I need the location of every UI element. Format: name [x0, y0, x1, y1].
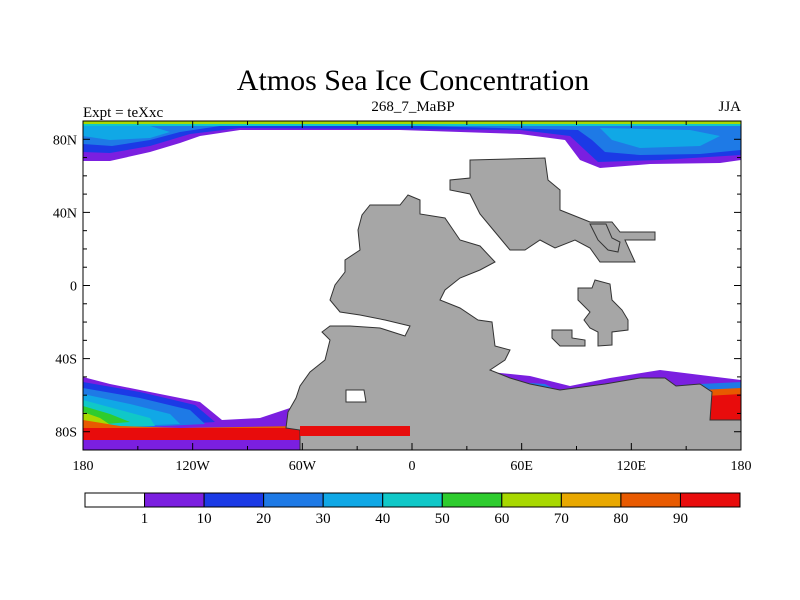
colorbar-swatch: [203, 492, 265, 508]
lon-tick-label: 120E: [617, 459, 647, 474]
antarctic-ice-90-west: [83, 428, 300, 440]
axis-tick-labels: 180 120W 60W 0 60E 120E 180 80N 40N 0 40S 80S: [53, 133, 752, 474]
arctic-ice-20: [83, 121, 741, 155]
lat-tick-label: 0: [70, 280, 77, 295]
colorbar-swatch: [679, 492, 741, 508]
colorbar-label: 20: [256, 511, 271, 527]
lon-tick-label: 120W: [176, 459, 211, 474]
colorbar-label: 30: [316, 511, 331, 527]
axis-ticks: [82, 120, 742, 451]
colorbar-label: 60: [494, 511, 509, 527]
antarctic-shelf-ice-overlay: [300, 426, 410, 436]
map-title: Atmos Sea Ice Concentration: [237, 64, 589, 97]
season-label: JJA: [718, 99, 741, 115]
colorbar-swatch: [441, 492, 503, 508]
continents: [83, 157, 741, 450]
weddell-open-water: [345, 389, 367, 403]
colorbar-swatch: [263, 492, 324, 508]
colorbar-label: 80: [613, 511, 628, 527]
colorbar-label: 50: [435, 511, 450, 527]
colorbar-swatch: [144, 492, 205, 508]
colorbar-swatch: [620, 492, 681, 508]
colorbar-label: 40: [375, 511, 390, 527]
colorbar-swatch: [501, 492, 562, 508]
arctic-ice-30: [83, 124, 720, 148]
lat-tick-label: 80N: [53, 133, 77, 148]
colorbar-label: 10: [197, 511, 212, 527]
lon-tick-label: 180: [731, 459, 752, 474]
colorbar-label: 70: [554, 511, 569, 527]
lon-tick-label: 60W: [289, 459, 317, 474]
pangaea-main-landmass: [83, 194, 741, 450]
cimmeria-fragment: [577, 279, 629, 347]
lat-tick-label: 40S: [55, 353, 77, 368]
small-island: [551, 329, 586, 347]
lon-tick-label: 180: [73, 459, 94, 474]
colorbar-swatch: [560, 492, 622, 508]
arctic-ice-10: [83, 121, 741, 162]
colorbar-label: 1: [141, 511, 149, 527]
lat-tick-label: 80S: [55, 426, 77, 441]
lon-tick-label: 60E: [510, 459, 533, 474]
experiment-label: Expt = teXxc: [83, 105, 163, 121]
colorbar-swatch: [84, 492, 146, 508]
period-label: 268_7_MaBP: [371, 99, 454, 115]
colorbar-swatch: [322, 492, 384, 508]
map-area: [83, 121, 741, 450]
north-island-spit: [589, 223, 621, 253]
colorbar-swatch: [382, 492, 443, 508]
lon-tick-label: 0: [409, 459, 416, 474]
lat-tick-label: 40N: [53, 206, 77, 221]
colorbar: 1 10 20 30 40 50 60 70 80 90: [84, 492, 741, 527]
colorbar-label: 90: [673, 511, 688, 527]
